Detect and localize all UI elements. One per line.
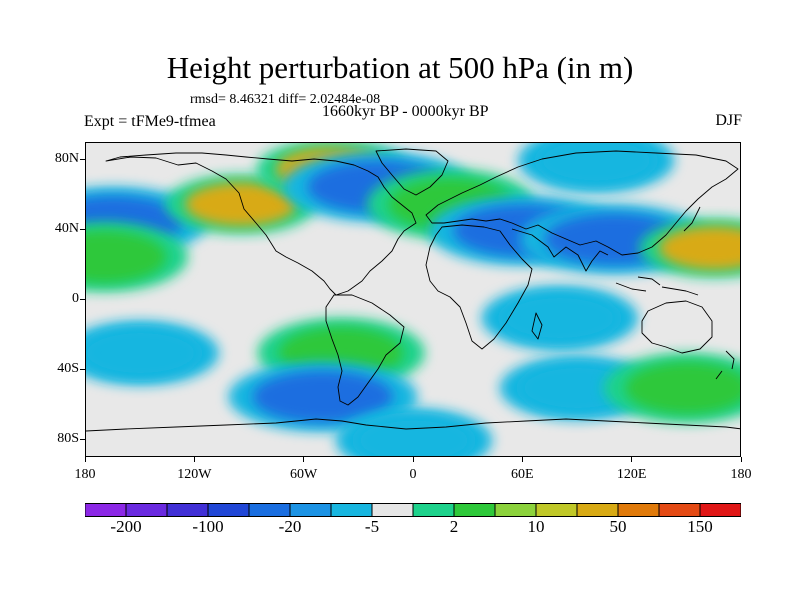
lat-tick [80,229,85,230]
lat-tick [80,369,85,370]
lon-tick-label: 180 [74,467,96,482]
anomaly-map [86,143,740,456]
coast-greenland [375,148,449,196]
lat-tick-label: 40S [57,360,79,376]
lon-tick-label: 180 [730,467,752,482]
anomaly-region-15 [625,362,740,414]
lon-tick-label: 120E [616,467,647,482]
coast-africa [425,224,533,350]
colorbar-box-9 [453,503,496,517]
colorbar-box-3 [207,503,250,517]
colorbar-box-6 [330,503,373,517]
lon-tick-label: 120W [177,467,212,482]
lat-tick-label: 0 [72,290,79,306]
lon-tick [631,457,633,462]
lat-tick-label: 80N [54,150,79,166]
colorbar-label: -200 [110,517,142,536]
colorbar-box-12 [576,503,619,517]
coast-new-zealand [715,350,735,380]
colorbar-box-8 [412,503,455,517]
colorbar-label: 10 [527,517,545,536]
anomaly-region-10 [501,294,618,342]
lat-tick-label: 80S [57,430,79,446]
time-range-subtitle: 1660kyr BP - 0000kyr BP [322,103,489,120]
colorbar-label: 2 [449,517,459,536]
coast-south-america [325,294,405,406]
colorbar-label: -20 [278,517,302,536]
lon-tick-label: 60E [511,467,534,482]
experiment-label: Expt = tFMe9-tfmea [84,113,216,130]
colorbar-label: -100 [192,517,224,536]
coast-maritime-continent [615,276,699,296]
lat-tick [80,299,85,300]
anomaly-region-14 [520,364,636,412]
coast-arabia-india [511,228,609,272]
anomaly-region-8 [658,226,740,270]
plot-title: Height perturbation at 500 hPa (in m) [166,50,634,85]
lon-tick-label: 60W [290,467,318,482]
anomaly-region-13 [252,370,393,423]
map-panel [85,142,741,457]
colorbar-box-14 [658,503,701,517]
colorbar-box-1 [125,503,168,517]
coast-antarctica [86,418,740,432]
colorbar-box-0 [85,503,127,517]
colorbar-box-13 [617,503,660,517]
colorbar-label: 50 [609,517,627,536]
colorbar-box-7 [371,503,414,517]
anomaly-region-16 [356,416,472,456]
lon-tick [193,457,195,462]
anomaly-region-2 [184,182,297,227]
season-label: DJF [715,112,742,129]
anomaly-region-9 [538,143,655,185]
colorbar-box-15 [699,503,741,517]
colorbar [85,503,741,517]
colorbar-box-4 [248,503,291,517]
coast-north-america [105,152,417,296]
rmsd-stats: rmsd= 8.46321 diff= 2.02484e-08 [190,92,381,107]
lat-tick-label: 40N [54,220,79,236]
lon-tick [412,457,414,462]
lon-tick [303,457,305,462]
colorbar-box-2 [166,503,209,517]
coast-eurasia [425,150,739,256]
colorbar-box-10 [494,503,537,517]
coast-australia [641,300,713,354]
colorbar-box-11 [535,503,578,517]
lon-tick [84,457,86,462]
colorbar-label: -5 [364,517,380,536]
coast-japan [683,206,701,232]
lat-tick [80,439,85,440]
lon-tick-label: 0 [409,467,417,482]
colorbar-label: 150 [687,517,713,536]
anomaly-region-1 [86,230,167,283]
lon-tick [740,457,742,462]
lat-tick [80,159,85,160]
lon-tick [521,457,523,462]
coast-madagascar [531,312,543,340]
colorbar-box-5 [289,503,332,517]
anomaly-region-11 [86,329,199,377]
